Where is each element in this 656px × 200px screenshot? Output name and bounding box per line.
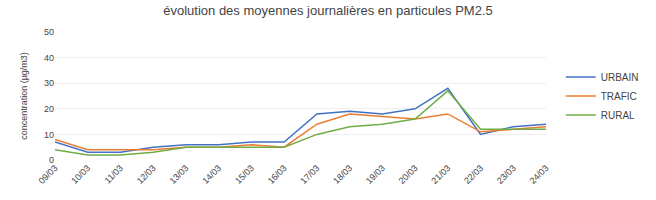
svg-text:15/03: 15/03 (233, 163, 256, 186)
svg-text:10: 10 (44, 130, 54, 140)
svg-text:10/03: 10/03 (69, 163, 92, 186)
svg-text:18/03: 18/03 (331, 163, 354, 186)
svg-text:20: 20 (44, 104, 54, 114)
svg-text:12/03: 12/03 (135, 163, 158, 186)
svg-text:14/03: 14/03 (200, 163, 223, 186)
svg-text:TRAFIC: TRAFIC (601, 91, 637, 102)
svg-text:RURAL: RURAL (601, 110, 635, 121)
svg-text:50: 50 (44, 27, 54, 37)
svg-text:11/03: 11/03 (103, 163, 126, 186)
svg-text:13/03: 13/03 (168, 163, 191, 186)
svg-text:30: 30 (44, 78, 54, 88)
svg-text:21/03: 21/03 (429, 163, 452, 186)
svg-text:40: 40 (44, 53, 54, 63)
svg-text:22/03: 22/03 (462, 163, 485, 186)
svg-text:24/03: 24/03 (528, 163, 551, 186)
svg-text:19/03: 19/03 (364, 163, 387, 186)
svg-text:URBAIN: URBAIN (601, 72, 639, 83)
svg-text:20/03: 20/03 (397, 163, 420, 186)
svg-text:23/03: 23/03 (495, 163, 518, 186)
svg-text:16/03: 16/03 (266, 163, 289, 186)
svg-text:évolution des moyennes journal: évolution des moyennes journalières en p… (163, 3, 493, 18)
svg-text:concentration (µg/m3): concentration (µg/m3) (19, 52, 29, 140)
svg-text:0: 0 (49, 155, 54, 165)
svg-text:17/03: 17/03 (298, 163, 321, 186)
svg-text:09/03: 09/03 (37, 163, 60, 186)
